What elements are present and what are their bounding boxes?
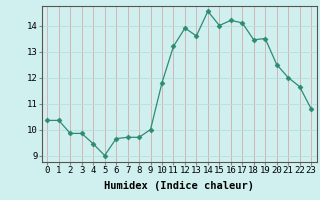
X-axis label: Humidex (Indice chaleur): Humidex (Indice chaleur) (104, 181, 254, 191)
